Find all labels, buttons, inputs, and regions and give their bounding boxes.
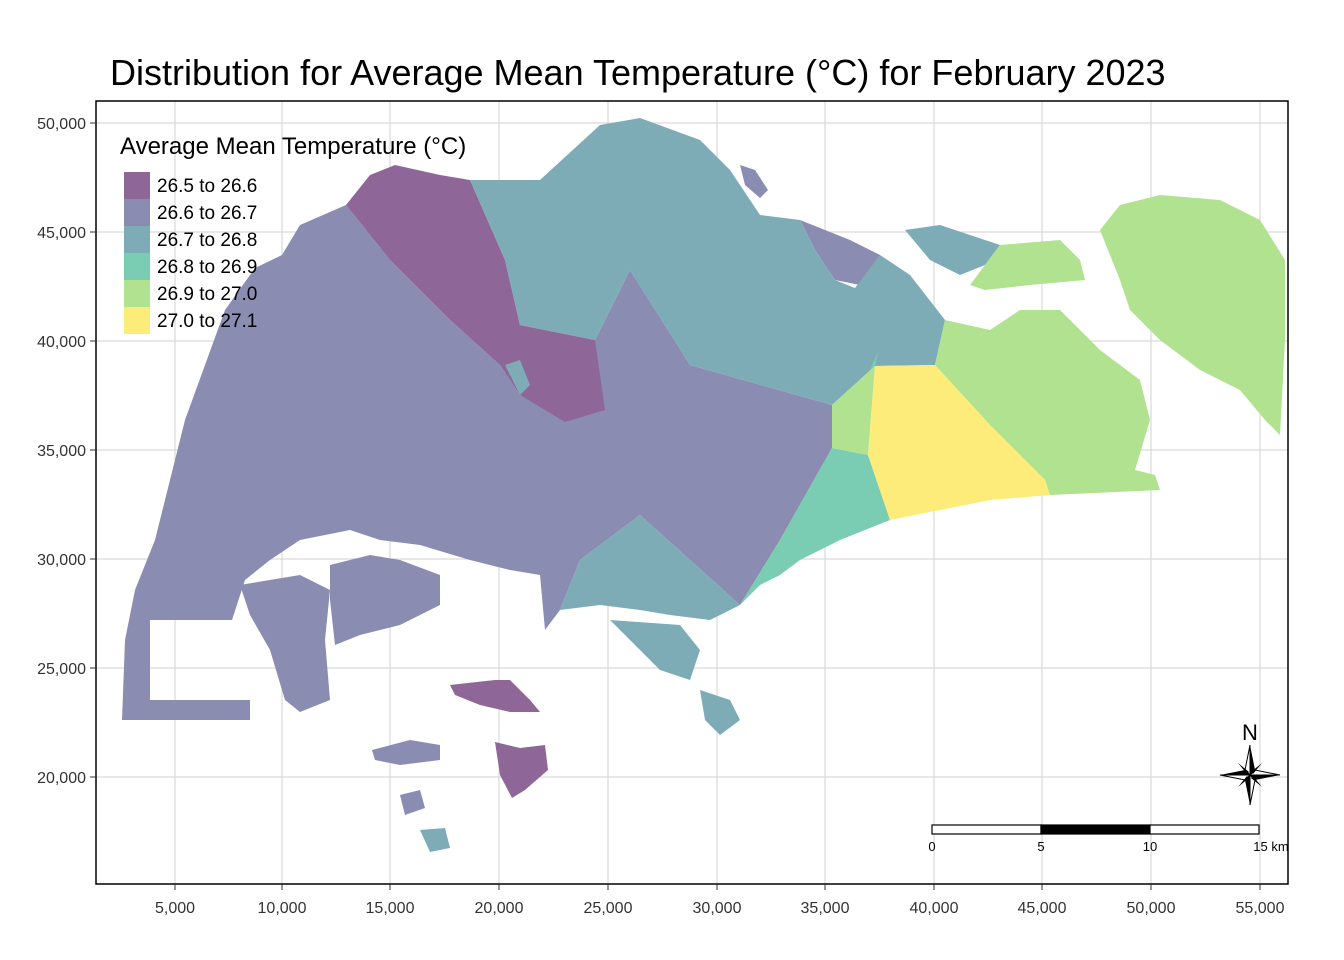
scale-seg-3 xyxy=(1149,824,1260,835)
compass-star-icon xyxy=(1219,744,1281,806)
legend-swatch xyxy=(124,199,150,226)
region-south-central xyxy=(560,515,740,620)
region-south-islets xyxy=(700,690,740,735)
x-tick-label: 25,000 xyxy=(584,900,633,917)
legend-label: 26.8 to 26.9 xyxy=(157,257,257,278)
x-tick-label: 10,000 xyxy=(258,900,307,917)
y-tick-label: 20,000 xyxy=(37,770,86,787)
region-east-coast xyxy=(868,365,1050,520)
legend-swatch xyxy=(124,307,150,334)
legend-swatch xyxy=(124,172,150,199)
region-west xyxy=(122,205,832,720)
x-tick-label: 40,000 xyxy=(910,900,959,917)
legend-swatch xyxy=(124,280,150,307)
y-tick-label: 40,000 xyxy=(37,334,86,351)
legend: Average Mean Temperature (°C) 26.5 to 26… xyxy=(120,133,466,334)
legend-label: 26.7 to 26.8 xyxy=(157,230,257,251)
region-east-b xyxy=(935,310,1160,495)
y-tick-labels: 50,000 45,000 40,000 35,000 30,000 25,00… xyxy=(37,116,86,787)
region-north xyxy=(470,118,945,405)
region-southern-island-c xyxy=(420,828,450,852)
region-west-island-b xyxy=(330,555,440,645)
legend-label: 27.0 to 27.1 xyxy=(157,311,257,332)
scale-label: 10 xyxy=(1143,839,1157,854)
x-tick-label: 55,000 xyxy=(1236,900,1285,917)
x-tick-labels: 5,000 10,000 15,000 20,000 25,000 30,000… xyxy=(155,900,1285,917)
legend-label: 26.5 to 26.6 xyxy=(157,176,257,197)
region-east-sliver xyxy=(870,352,878,370)
map-title: Distribution for Average Mean Temperatur… xyxy=(110,52,1166,93)
x-tick-label: 50,000 xyxy=(1127,900,1176,917)
legend-title: Average Mean Temperature (°C) xyxy=(120,133,466,160)
scale-label: 5 xyxy=(1037,839,1044,854)
x-tick-label: 5,000 xyxy=(155,900,195,917)
legend-label: 26.9 to 27.0 xyxy=(157,284,257,305)
region-tekong xyxy=(1100,195,1285,435)
scale-label: 0 xyxy=(928,839,935,854)
region-northwest xyxy=(346,165,605,422)
temperature-regions xyxy=(122,118,1285,852)
region-south-islands xyxy=(610,620,700,680)
north-arrow: N xyxy=(1219,720,1281,806)
scale-bar: 0 5 10 15 km xyxy=(928,824,1289,854)
region-east-coast-west xyxy=(740,448,890,605)
x-tick-label: 35,000 xyxy=(801,900,850,917)
region-east-a xyxy=(832,366,875,455)
y-ticks xyxy=(90,122,96,778)
region-west-island-c xyxy=(372,740,440,765)
panel-frame xyxy=(95,100,1289,885)
region-west-island-a xyxy=(240,575,330,712)
region-ubin-east xyxy=(970,240,1085,290)
region-southern-island-b xyxy=(495,742,548,798)
y-tick-label: 50,000 xyxy=(37,116,86,133)
legend-swatch xyxy=(124,253,150,280)
x-tick-label: 15,000 xyxy=(366,900,415,917)
legend-swatch xyxy=(124,226,150,253)
region-north-islet xyxy=(740,165,768,198)
y-tick-label: 30,000 xyxy=(37,552,86,569)
scale-label: 15 km xyxy=(1253,839,1288,854)
legend-label: 26.6 to 26.7 xyxy=(157,203,257,224)
region-southern-island-a xyxy=(450,680,540,712)
y-tick-label: 45,000 xyxy=(37,225,86,242)
region-ubin-west xyxy=(905,225,1000,275)
region-kranji xyxy=(505,360,530,395)
y-tick-label: 25,000 xyxy=(37,661,86,678)
region-northeast-islet xyxy=(800,220,880,285)
north-label: N xyxy=(1242,720,1258,745)
x-tick-label: 30,000 xyxy=(693,900,742,917)
x-tick-label: 45,000 xyxy=(1018,900,1067,917)
scale-seg-1 xyxy=(931,824,1042,835)
region-west-island-d xyxy=(400,790,425,815)
x-ticks xyxy=(174,884,1261,890)
y-tick-label: 35,000 xyxy=(37,443,86,460)
scale-seg-2 xyxy=(1040,824,1151,835)
x-tick-label: 20,000 xyxy=(475,900,524,917)
